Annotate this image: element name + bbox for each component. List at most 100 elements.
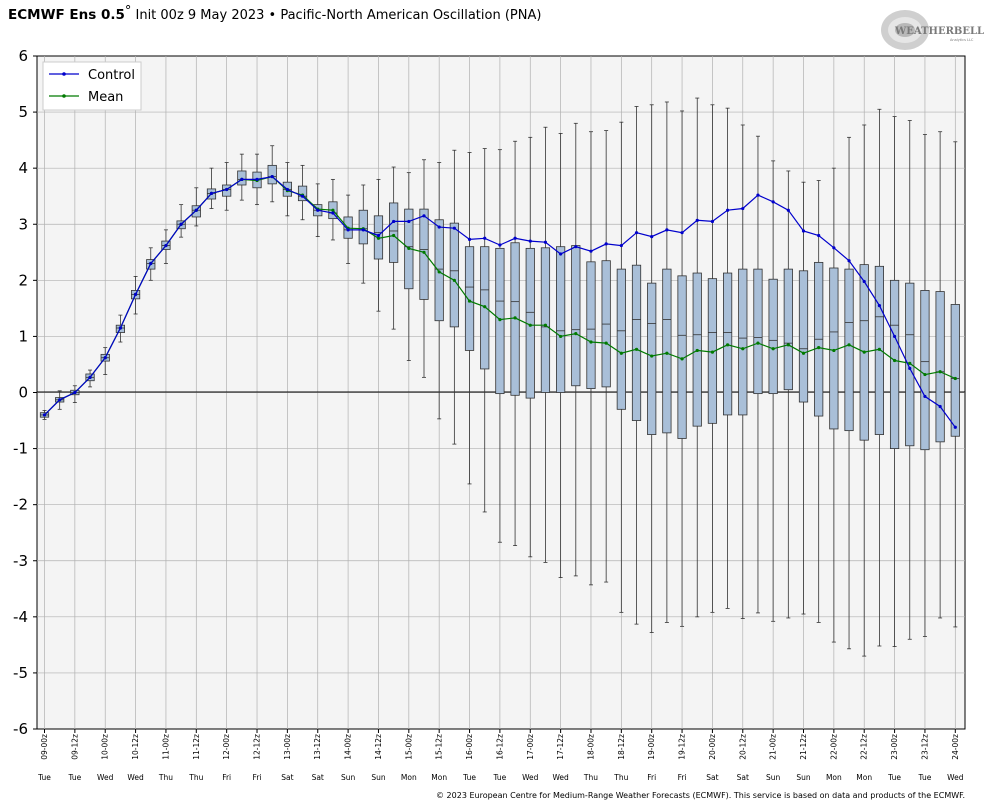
copyright-footer: © 2023 European Centre for Medium-Range … bbox=[436, 791, 965, 800]
series-point-control bbox=[619, 243, 623, 248]
series-point-control bbox=[710, 219, 715, 224]
title-bold: ECMWF Ens 0.5 bbox=[8, 7, 125, 23]
series-point-mean bbox=[877, 347, 882, 351]
x-tick-day-label: Sun bbox=[371, 773, 386, 782]
ensemble-box bbox=[419, 159, 429, 378]
box-iqr bbox=[753, 268, 763, 395]
ensemble-box bbox=[844, 136, 854, 650]
x-tick-day-label: Fri bbox=[678, 773, 687, 782]
ensemble-box bbox=[814, 180, 824, 623]
x-tick-time-label: 23-12z bbox=[920, 734, 929, 760]
legend-mean-label: Mean bbox=[88, 90, 123, 105]
box-iqr bbox=[434, 219, 444, 322]
series-point-mean bbox=[650, 354, 654, 358]
box-iqr bbox=[889, 279, 900, 449]
x-tick-time-label: 23-00z bbox=[890, 734, 899, 760]
series-point-control bbox=[559, 252, 563, 256]
box-iqr bbox=[950, 304, 960, 437]
series-point-control bbox=[877, 303, 882, 308]
series-point-control bbox=[756, 193, 760, 197]
y-tick-label: -5 bbox=[13, 664, 28, 682]
ensemble-box bbox=[389, 166, 399, 330]
series-point-mean bbox=[619, 351, 623, 355]
series-point-mean bbox=[498, 317, 502, 322]
x-tick-time-label: 10-00z bbox=[101, 734, 110, 760]
x-tick-time-label: 21-12z bbox=[799, 734, 808, 760]
series-point-mean bbox=[938, 370, 942, 374]
series-point-mean bbox=[392, 233, 396, 238]
series-point-control bbox=[42, 413, 47, 417]
x-tick-day-label: Thu bbox=[158, 773, 173, 782]
series-point-control bbox=[634, 231, 639, 235]
box-iqr bbox=[419, 208, 429, 300]
series-point-mean bbox=[467, 299, 472, 303]
series-point-control bbox=[73, 390, 77, 395]
y-tick-label: -3 bbox=[13, 552, 28, 570]
ensemble-box bbox=[783, 170, 793, 619]
series-point-control bbox=[892, 334, 897, 339]
box-iqr bbox=[571, 245, 581, 387]
x-tick-day-label: Tue bbox=[37, 773, 51, 782]
series-point-control bbox=[650, 234, 654, 239]
ensemble-box bbox=[449, 149, 459, 445]
y-tick-label: -1 bbox=[13, 440, 28, 458]
x-tick-time-label: 13-12z bbox=[313, 734, 322, 760]
box-iqr bbox=[935, 291, 945, 443]
series-point-mean bbox=[953, 376, 957, 381]
ensemble-box bbox=[464, 152, 475, 485]
series-point-control bbox=[255, 177, 259, 181]
x-tick-day-label: Sun bbox=[796, 773, 811, 782]
box-iqr bbox=[647, 282, 657, 435]
series-point-control bbox=[923, 394, 927, 399]
x-tick-day-label: Tue bbox=[462, 773, 476, 782]
ensemble-box bbox=[358, 184, 368, 284]
ensemble-box bbox=[753, 135, 763, 614]
x-tick-time-label: 15-00z bbox=[404, 734, 413, 760]
series-point-mean bbox=[756, 341, 760, 345]
y-tick-label: -2 bbox=[13, 496, 28, 514]
series-point-control bbox=[528, 239, 532, 243]
x-tick-day-label: Sun bbox=[766, 773, 781, 782]
series-point-control bbox=[726, 208, 730, 212]
x-tick-day-label: Sat bbox=[706, 773, 718, 782]
box-iqr bbox=[556, 246, 566, 393]
x-tick-time-label: 17-12z bbox=[556, 734, 565, 760]
series-point-mean bbox=[452, 278, 456, 282]
box-iqr bbox=[389, 202, 399, 263]
x-tick-day-label: Tue bbox=[67, 773, 81, 782]
x-tick-time-label: 22-12z bbox=[860, 734, 869, 760]
series-point-mean bbox=[680, 357, 684, 361]
ensemble-box bbox=[586, 131, 596, 586]
series-point-control bbox=[467, 237, 472, 241]
series-point-mean bbox=[786, 343, 790, 347]
ensemble-box bbox=[616, 121, 626, 613]
x-tick-day-label: Wed bbox=[522, 773, 539, 782]
series-point-mean bbox=[847, 343, 851, 347]
legend-mean-marker bbox=[62, 94, 66, 98]
x-tick-day-label: Sun bbox=[341, 773, 356, 782]
x-tick-day-label: Tue bbox=[918, 773, 932, 782]
series-point-control bbox=[58, 398, 62, 402]
x-tick-time-label: 15-12z bbox=[435, 734, 444, 760]
ensemble-box bbox=[540, 126, 551, 563]
series-point-mean bbox=[665, 351, 669, 355]
series-point-control bbox=[665, 228, 669, 232]
series-point-control bbox=[407, 219, 411, 224]
x-tick-time-label: 24-00z bbox=[951, 734, 960, 760]
ensemble-box bbox=[647, 104, 657, 633]
box-iqr bbox=[449, 222, 459, 328]
y-tick-label: 2 bbox=[18, 271, 28, 289]
box-iqr bbox=[920, 290, 930, 451]
x-tick-time-label: 14-12z bbox=[374, 734, 383, 760]
series-point-control bbox=[483, 236, 487, 240]
x-tick-time-label: 20-12z bbox=[738, 734, 747, 760]
ensemble-box bbox=[662, 101, 672, 623]
series-point-control bbox=[240, 177, 244, 181]
x-tick-day-label: Wed bbox=[947, 773, 964, 782]
ensemble-box bbox=[950, 141, 960, 628]
x-tick-day-label: Fri bbox=[253, 773, 262, 782]
series-point-control bbox=[164, 243, 168, 248]
series-point-mean bbox=[331, 208, 335, 212]
x-tick-day-label: Wed bbox=[127, 773, 144, 782]
x-tick-day-label: Wed bbox=[97, 773, 114, 782]
